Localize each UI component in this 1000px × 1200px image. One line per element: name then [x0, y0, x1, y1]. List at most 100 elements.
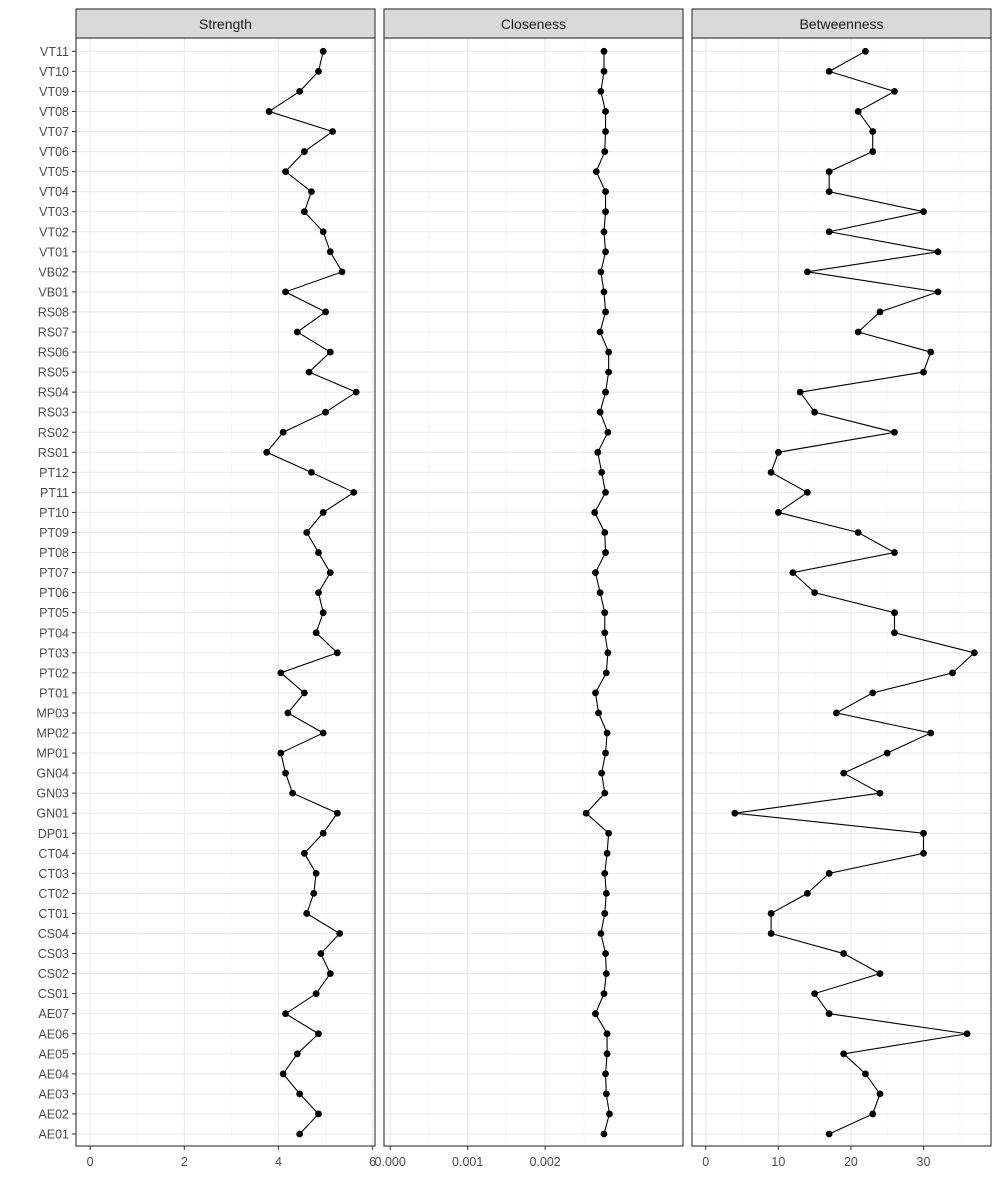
- y-tick-label-ct03: CT03: [38, 867, 69, 881]
- point-betweenness-rs07: [854, 328, 862, 336]
- point-closeness-rs07: [596, 328, 604, 336]
- point-strength-ae04: [279, 1070, 287, 1078]
- y-tick-label-pt08: PT08: [39, 546, 69, 560]
- point-strength-pt12: [308, 468, 315, 476]
- point-closeness-ae01: [600, 1130, 608, 1138]
- point-betweenness-pt08: [891, 549, 898, 556]
- point-closeness-ae06: [603, 1030, 611, 1038]
- point-strength-pt01: [300, 689, 308, 697]
- point-closeness-vb01: [600, 288, 608, 296]
- point-betweenness-vt06: [869, 148, 877, 155]
- point-closeness-dp01: [605, 829, 613, 837]
- point-betweenness-pt02: [949, 669, 956, 677]
- y-tick-label-ae06: AE06: [38, 1027, 69, 1041]
- y-tick-label-gn01: GN01: [36, 807, 69, 821]
- point-strength-vt03: [300, 208, 308, 216]
- point-closeness-cs04: [597, 930, 605, 937]
- point-strength-pt07: [326, 569, 334, 576]
- panel-background: [76, 38, 375, 1146]
- y-tick-label-rs02: RS02: [38, 426, 69, 440]
- x-tick-label-strength: 2: [181, 1155, 188, 1169]
- point-closeness-pt11: [602, 489, 609, 496]
- y-tick-label-vt04: VT04: [39, 185, 69, 199]
- point-betweenness-ae04: [862, 1070, 869, 1078]
- y-tick-label-vt08: VT08: [39, 105, 69, 119]
- point-betweenness-pt05: [891, 609, 898, 617]
- point-betweenness-rs06: [927, 348, 935, 356]
- y-tick-label-ae04: AE04: [38, 1067, 69, 1081]
- strip-title-closeness: Closeness: [501, 16, 566, 32]
- point-strength-gn01: [333, 809, 341, 817]
- point-betweenness-ae06: [963, 1030, 971, 1038]
- point-betweenness-rs01: [774, 448, 782, 456]
- y-tick-label-mp01: MP01: [36, 747, 69, 761]
- y-tick-label-cs01: CS01: [38, 987, 69, 1001]
- point-betweenness-rs08: [876, 308, 884, 316]
- y-tick-label-dp01: DP01: [38, 827, 69, 841]
- point-strength-rs01: [263, 448, 271, 456]
- point-strength-vt07: [329, 128, 337, 135]
- y-tick-label-pt04: PT04: [39, 626, 69, 640]
- point-strength-rs06: [326, 348, 334, 356]
- point-betweenness-vt08: [854, 108, 862, 115]
- point-closeness-ae03: [602, 1090, 610, 1098]
- point-closeness-rs06: [605, 348, 613, 356]
- point-closeness-pt12: [598, 468, 606, 476]
- point-closeness-ct04: [603, 849, 611, 857]
- point-strength-ae05: [293, 1050, 301, 1058]
- y-tick-label-pt09: PT09: [39, 526, 69, 540]
- x-tick-label-closeness: 0.002: [529, 1155, 560, 1169]
- point-strength-pt05: [319, 609, 327, 617]
- y-tick-label-pt06: PT06: [39, 586, 69, 600]
- point-betweenness-pt07: [789, 569, 797, 576]
- point-closeness-vt07: [602, 128, 609, 135]
- point-strength-pt06: [315, 589, 322, 597]
- point-closeness-vt02: [600, 228, 608, 236]
- y-tick-label-vb01: VB01: [38, 285, 69, 299]
- point-closeness-rs03: [596, 408, 604, 416]
- strip-closeness: [383, 8, 684, 39]
- strip-title-betweenness: Betweenness: [799, 16, 883, 32]
- y-tick-label-vt01: VT01: [39, 245, 69, 259]
- y-tick-label-vt02: VT02: [39, 225, 69, 239]
- point-strength-ae01: [296, 1130, 304, 1138]
- x-tick-label-strength: 4: [275, 1155, 282, 1169]
- point-betweenness-ct02: [803, 890, 811, 897]
- point-strength-rs04: [352, 388, 360, 396]
- point-strength-pt10: [319, 509, 327, 516]
- y-tick-label-cs03: CS03: [38, 947, 69, 961]
- x-tick-label-strength: 0: [87, 1155, 94, 1169]
- strip-strength: [75, 8, 376, 39]
- point-closeness-rs08: [602, 308, 609, 316]
- panel-background: [692, 38, 991, 1146]
- y-tick-label-mp03: MP03: [36, 706, 69, 720]
- point-strength-ct02: [310, 890, 318, 897]
- point-closeness-rs02: [604, 428, 612, 436]
- point-strength-vt05: [282, 168, 289, 176]
- point-closeness-pt10: [591, 509, 599, 516]
- point-strength-mp02: [319, 729, 327, 737]
- y-tick-label-gn04: GN04: [36, 767, 69, 781]
- y-tick-label-rs06: RS06: [38, 346, 69, 360]
- point-betweenness-ae03: [876, 1090, 884, 1098]
- y-tick-label-ae05: AE05: [38, 1047, 69, 1061]
- point-closeness-vt09: [597, 88, 605, 95]
- point-strength-vt11: [319, 47, 327, 55]
- point-strength-ct01: [303, 910, 311, 917]
- point-betweenness-vb02: [803, 268, 811, 276]
- panel-strength: Strength 0 2 4 6: [75, 8, 376, 1169]
- point-betweenness-mp02: [927, 729, 935, 737]
- point-closeness-ae02: [606, 1110, 613, 1118]
- point-closeness-cs01: [600, 990, 608, 998]
- y-tick-label-ct04: CT04: [38, 847, 69, 861]
- point-betweenness-ae02: [869, 1110, 877, 1118]
- y-tick-label-ct02: CT02: [38, 887, 69, 901]
- point-strength-rs07: [293, 328, 301, 336]
- point-betweenness-ct03: [825, 869, 833, 877]
- point-betweenness-ct01: [767, 910, 775, 917]
- point-strength-rs02: [279, 428, 287, 436]
- point-strength-vt02: [319, 228, 327, 236]
- y-tick-label-cs02: CS02: [38, 967, 69, 981]
